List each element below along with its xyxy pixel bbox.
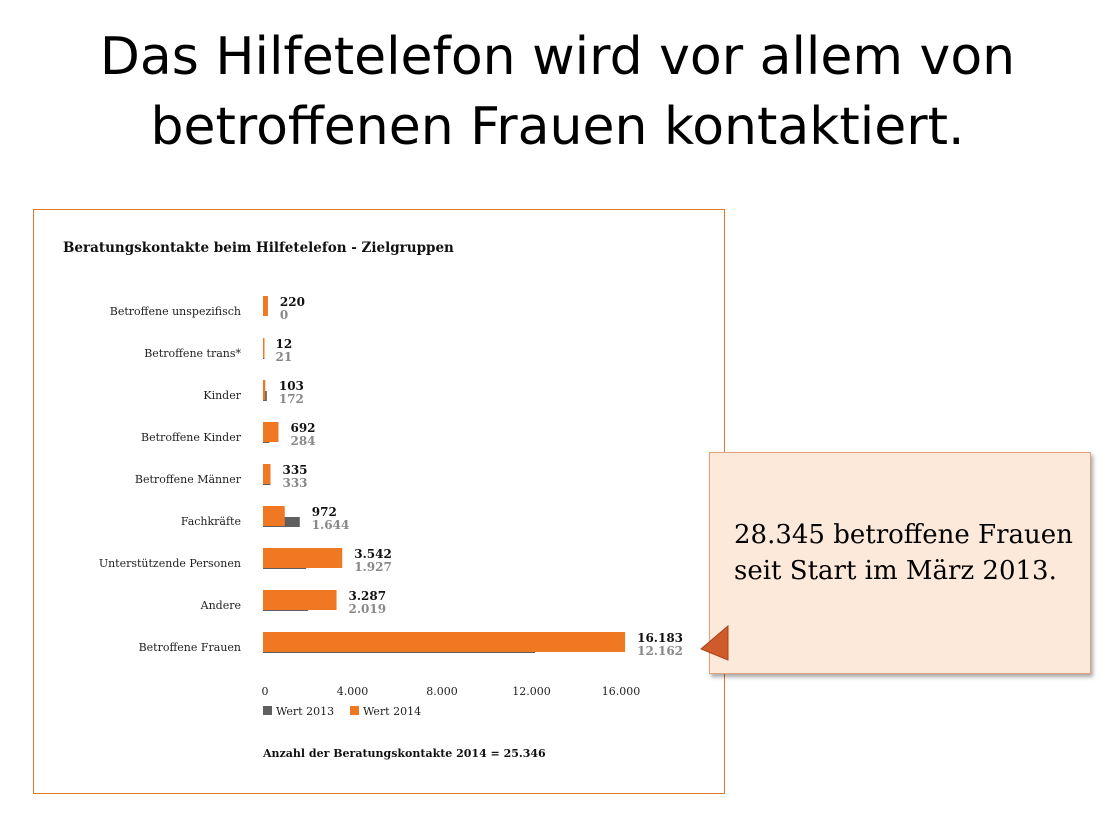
category-label: Fachkräfte [181,515,241,528]
data-label-2014: 692 [290,421,315,435]
x-tick-label: 16.000 [602,685,641,698]
x-tick-label: 8.000 [426,685,458,698]
bar-2014 [263,632,626,652]
legend-label-2013: Wert 2013 [276,705,334,718]
data-label-2013: 21 [275,350,292,364]
data-label-2014: 220 [280,295,305,309]
chart-svg: Beratungskontakte beim Hilfetelefon - Zi… [63,240,683,760]
category-label: Andere [200,599,241,612]
callout-arrow-icon [700,624,729,661]
category-label: Betroffene Kinder [141,431,242,444]
x-axis: 0 4.000 8.000 12.000 16.000 [262,685,641,698]
category-label: Kinder [203,389,241,402]
data-label-2014: 12 [275,337,292,351]
data-label-2014: 103 [279,379,304,393]
data-label-2014: 335 [282,463,307,477]
data-label-2014: 16.183 [637,631,683,645]
bar-2014 [263,338,265,358]
data-label-2013: 1.644 [312,518,350,532]
legend-label-2014: Wert 2014 [363,705,421,718]
category-label: Betroffene trans* [144,347,241,360]
bar-2014 [263,506,285,526]
data-label-2013: 2.019 [349,602,387,616]
data-label-2013: 1.927 [354,560,392,574]
x-tick-label: 0 [262,685,269,698]
data-label-2013: 284 [290,434,315,448]
chart-frame: Beratungskontakte beim Hilfetelefon - Zi… [33,209,725,794]
x-tick-label: 4.000 [337,685,369,698]
category-label: Betroffene Frauen [139,641,241,654]
callout-box: 28.345 betroffene Frauen seit Start im M… [709,452,1091,674]
data-label-2013: 0 [280,308,288,322]
bar-2014 [263,464,271,484]
data-label-2013: 333 [282,476,307,490]
category-label: Betroffene unspezifisch [110,305,241,318]
category-label: Unterstützende Personen [99,557,241,570]
bar-2014 [263,590,337,610]
legend-swatch-2014 [350,706,359,715]
data-label-2014: 3.287 [349,589,387,603]
bar-2014 [263,548,343,568]
bar-2014 [263,296,268,316]
chart-title: Beratungskontakte beim Hilfetelefon - Zi… [63,240,454,256]
slide-title-line1: Das Hilfetelefon wird vor allem von [99,27,1016,87]
data-label-2014: 972 [312,505,337,519]
data-label-2013: 172 [279,392,304,406]
bar-2014 [263,422,279,442]
chart-footnote: Anzahl der Beratungskontakte 2014 = 25.3… [262,747,546,760]
category-label: Betroffene Männer [135,473,242,486]
callout-text: 28.345 betroffene Frauen seit Start im M… [734,520,1073,586]
slide-title: Das Hilfetelefon wird vor allem von betr… [0,22,1115,162]
legend: Wert 2013 Wert 2014 [263,705,421,718]
data-label-2013: 12.162 [637,644,683,658]
data-label-2014: 3.542 [354,547,392,561]
slide-title-line2: betroffenen Frauen kontaktiert. [150,97,965,157]
x-tick-label: 12.000 [512,685,551,698]
legend-swatch-2013 [263,706,272,715]
bar-2014 [263,380,266,400]
